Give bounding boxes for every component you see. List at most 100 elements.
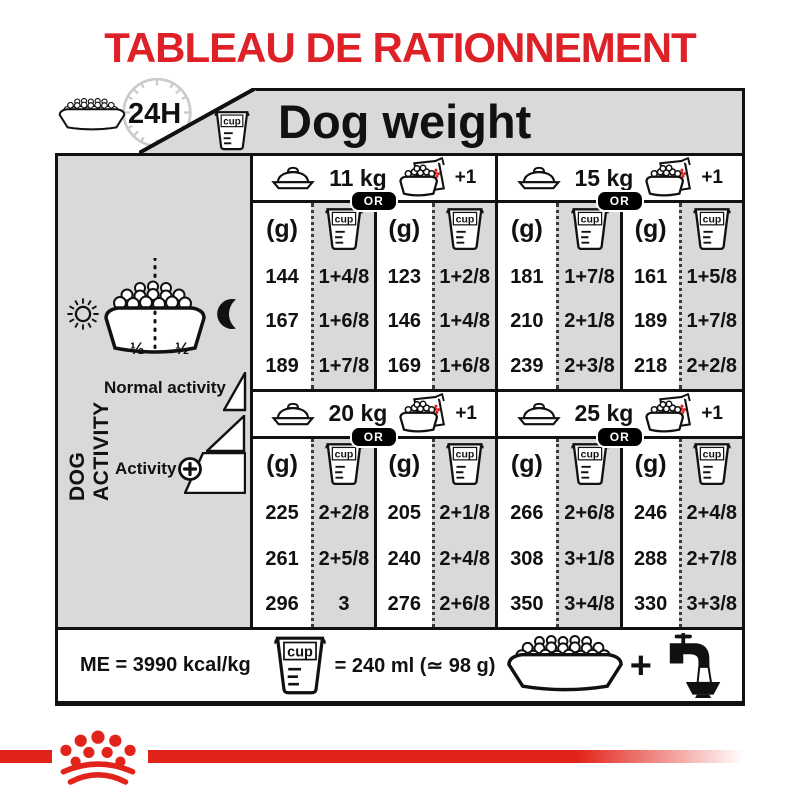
activity-label: Activity [115, 459, 177, 478]
grams-value: 246 [633, 501, 668, 524]
cup-icon [693, 442, 731, 487]
dog-weight-header: Dog weight [256, 88, 745, 153]
cup-icon [693, 207, 731, 252]
section-15kg: 15 kg +1 OR (g) 181 210 239 [497, 156, 742, 392]
cups-value: 1+4/8 [439, 310, 490, 333]
section-25kg-body: (g) 266 308 350 2+6/8 3+1/8 3+4/8 ( [498, 438, 742, 628]
grams-value: 210 [510, 310, 544, 333]
plus-one-label: +1 [701, 402, 723, 424]
grams-column: (g) 123 146 169 [373, 203, 432, 389]
or-badge: OR [595, 425, 644, 448]
cups-value: 2+1/8 [439, 501, 490, 524]
grams-value: 330 [633, 593, 668, 616]
cups-column: 2+6/8 3+1/8 3+4/8 [556, 438, 620, 628]
bowl-and-pouch-icon [643, 393, 695, 435]
weight-label: 15 kg [574, 164, 634, 191]
cups-value: 2+6/8 [439, 593, 490, 616]
sun-icon [66, 297, 100, 331]
grams-value: 296 [265, 593, 299, 616]
cup-icon [273, 635, 327, 697]
bowl-and-pouch-icon [643, 157, 695, 199]
cups-column: 2+1/8 2+4/8 2+6/8 [431, 438, 495, 628]
cups-column: 2+4/8 2+7/8 3+3/8 [678, 438, 742, 628]
half-right-label: ½ [175, 339, 190, 358]
grams-column: (g) 161 189 218 [619, 203, 679, 389]
cup-icon [446, 207, 484, 252]
cups-value: 3+1/8 [564, 547, 615, 570]
cups-column: 1+5/8 1+7/8 2+2/8 [678, 203, 742, 389]
cup-icon [325, 442, 363, 487]
or-badge: OR [349, 190, 398, 212]
kibble-bowl-icon [58, 96, 126, 135]
cups-value: 3+4/8 [564, 593, 615, 616]
brand-stripe-left [0, 750, 52, 763]
bowl-and-pouch-icon [397, 157, 449, 199]
activity-level-1-icon [223, 372, 247, 412]
weight-label: 11 kg [329, 164, 387, 191]
grams-value: 167 [265, 310, 299, 333]
water-faucet-icon [658, 633, 722, 699]
metabolizable-energy-label: ME = 3990 kcal/kg [80, 654, 251, 677]
grams-value: 308 [510, 547, 544, 570]
grams-column: (g) 225 261 296 [253, 439, 311, 628]
grams-header: (g) [634, 214, 667, 243]
cups-value: 2+2/8 [318, 501, 370, 524]
plus-one-label: +1 [454, 167, 477, 188]
table-footer: ME = 3990 kcal/kg = 240 ml (≃ 98 g) + [58, 627, 742, 701]
cups-value: 1+7/8 [564, 265, 615, 288]
cups-value: 2+6/8 [564, 501, 615, 524]
weight-label: 20 kg [328, 400, 388, 427]
grams-value: 169 [387, 354, 421, 377]
section-15kg-body: (g) 181 210 239 1+7/8 2+1/8 2+3/8 ( [498, 203, 742, 389]
section-15kg-header: 15 kg +1 OR [497, 156, 742, 212]
section-25kg-header: 25 kg +1 OR [497, 391, 742, 448]
cups-value: 1+7/8 [318, 354, 370, 377]
cups-value: 1+5/8 [686, 265, 738, 288]
cups-value: 1+6/8 [318, 310, 370, 333]
grams-value: 181 [510, 265, 544, 288]
cups-value: 2+4/8 [686, 501, 738, 524]
section-20kg-header: 20 kg +1 OR [253, 391, 495, 448]
grams-column: (g) 205 240 276 [373, 438, 432, 628]
weight-sections-grid: 11 kg +1 OR (g) 144 167 189 [253, 156, 742, 628]
cups-column: 1+7/8 2+1/8 2+3/8 [556, 203, 620, 389]
section-11kg-header: 11 kg +1 OR [253, 156, 495, 212]
section-11kg: 11 kg +1 OR (g) 144 167 189 [253, 156, 498, 392]
cups-column: 2+2/8 2+5/8 3 [311, 438, 374, 628]
grams-value: 189 [265, 354, 299, 377]
grams-value: 239 [510, 354, 544, 377]
cup-icon [571, 442, 609, 487]
or-badge: OR [349, 425, 398, 448]
cup-icon [446, 442, 484, 487]
grams-value: 276 [387, 593, 421, 616]
cups-value: 2+7/8 [686, 547, 738, 570]
plus-one-label: +1 [701, 167, 723, 188]
cups-column: 1+2/8 1+4/8 1+6/8 [431, 203, 495, 389]
covered-bowl-icon [271, 166, 315, 190]
grams-value: 218 [633, 354, 668, 377]
brand-stripe-right [148, 750, 744, 763]
cups-value: 3+3/8 [686, 593, 738, 616]
covered-bowl-icon [517, 166, 561, 190]
weight-label: 25 kg [574, 400, 634, 427]
cups-value: 2+4/8 [439, 547, 490, 570]
grams-column: (g) 181 210 239 [498, 203, 557, 389]
section-20kg-body: (g) 225 261 296 2+2/8 2+5/8 3 (g) [253, 438, 495, 628]
ration-table: ½ ½ DOG ACTIVITY Normal activity Activit… [55, 153, 745, 706]
grams-value: 225 [265, 501, 299, 524]
grams-value: 161 [633, 265, 668, 288]
royal-canin-crown-logo [52, 729, 144, 786]
normal-activity-label: Normal activity [104, 378, 226, 397]
cups-value: 2+2/8 [686, 354, 738, 377]
grams-column: (g) 144 167 189 [253, 203, 311, 389]
grams-header: (g) [266, 450, 298, 479]
grams-header: (g) [634, 450, 667, 479]
covered-bowl-icon [517, 402, 561, 426]
kibble-bowl-icon [506, 635, 624, 696]
cup-icon [214, 110, 250, 152]
grams-value: 261 [265, 547, 299, 570]
covered-bowl-icon [271, 402, 315, 426]
moon-icon [216, 298, 242, 330]
page-title: TABLEAU DE RATIONNEMENT [104, 24, 696, 71]
